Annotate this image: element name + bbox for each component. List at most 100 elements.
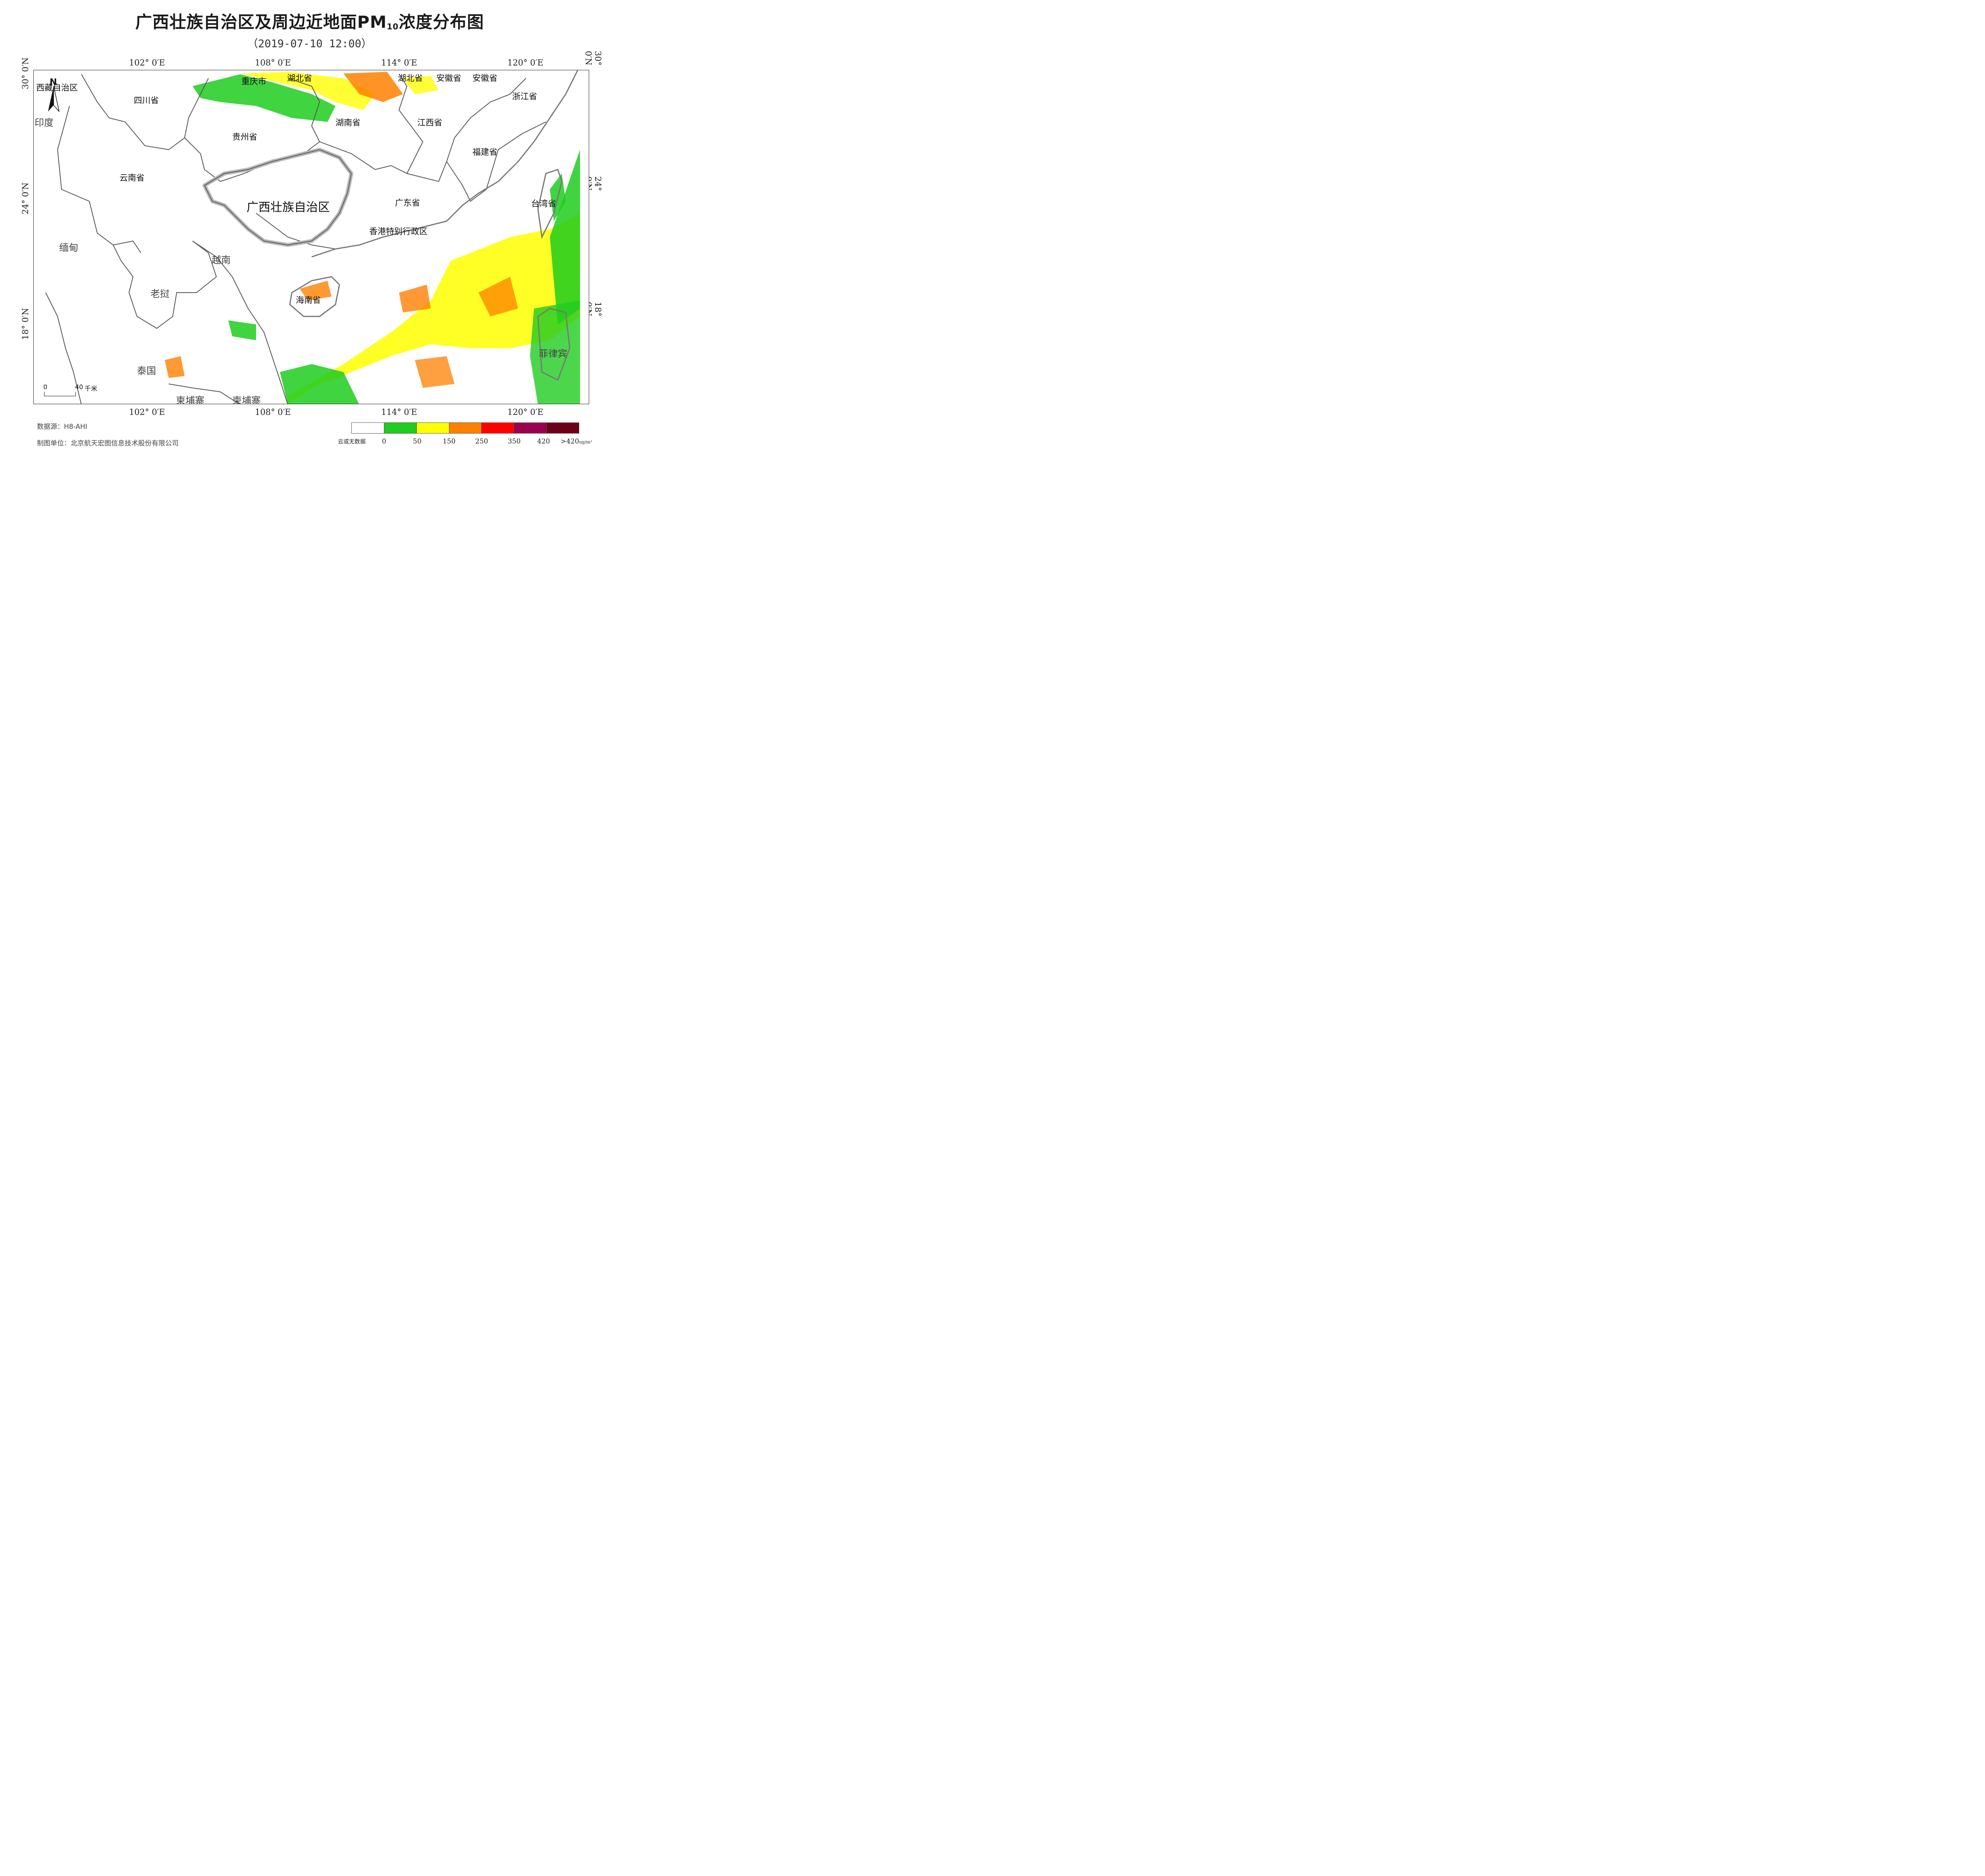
lat-label-left-30: 30° 0′N bbox=[21, 57, 30, 89]
legend-label-over-420: >420ug/m³ bbox=[561, 438, 592, 445]
scale-unit: 千米 bbox=[85, 385, 98, 392]
province-boundaries bbox=[45, 74, 546, 404]
pm-patch-yellow-northeast bbox=[403, 76, 439, 94]
boundary-jiangxi bbox=[407, 78, 526, 182]
label-yunnan: 云南省 bbox=[119, 173, 145, 183]
philippines-coast bbox=[537, 308, 570, 381]
label-hainan: 海南省 bbox=[296, 295, 321, 305]
label-chongqing: 重庆市 bbox=[241, 77, 266, 86]
lon-label-top-102: 102° 0′E bbox=[129, 58, 165, 67]
label-guangdong: 广东省 bbox=[395, 198, 420, 208]
label-cambodia-1: 柬埔寨 bbox=[176, 395, 204, 404]
scale-bar: 0 40 千米 bbox=[43, 383, 107, 399]
label-taiwan: 台湾省 bbox=[531, 199, 556, 208]
pm-patch-green-south bbox=[280, 364, 359, 404]
lon-label-bottom-114: 114° 0′E bbox=[381, 407, 417, 417]
boundary-west bbox=[57, 106, 141, 253]
label-guangxi: 广西壮族自治区 bbox=[247, 201, 330, 214]
pm-patch-orange-hainan bbox=[300, 281, 331, 301]
legend-swatch-orange bbox=[449, 423, 482, 433]
pm-patch-orange-north bbox=[343, 72, 403, 102]
map-title: 广西壮族自治区及周边近地面PM10浓度分布图 bbox=[0, 9, 619, 33]
data-source: 数据源：H8-AHI bbox=[37, 423, 87, 431]
legend-unit: ug/m³ bbox=[579, 440, 592, 445]
label-zhejiang: 浙江省 bbox=[512, 92, 537, 101]
pm-patch-yellow-north bbox=[240, 72, 375, 110]
map-canvas bbox=[45, 70, 580, 404]
label-philippines: 菲律宾 bbox=[539, 348, 567, 359]
label-laos: 老挝 bbox=[150, 288, 170, 299]
guangxi-border bbox=[204, 149, 352, 246]
lon-label-bottom-108: 108° 0′E bbox=[255, 407, 291, 417]
legend-label-nodata: 云或无数据 bbox=[338, 439, 366, 445]
boundary-cambodia bbox=[168, 384, 240, 404]
north-arrow: N bbox=[46, 77, 61, 114]
label-hunan: 湖南省 bbox=[335, 118, 360, 127]
pm-patch-green-vietnam bbox=[228, 320, 256, 340]
label-thailand: 泰国 bbox=[137, 365, 156, 376]
lon-label-top-114: 114° 0′E bbox=[381, 58, 417, 67]
label-fujian: 福建省 bbox=[472, 147, 497, 157]
legend-label-350: 350 bbox=[508, 438, 521, 445]
label-xizang: 西藏自治区 bbox=[36, 83, 78, 93]
north-letter: N bbox=[50, 77, 57, 87]
label-jiangxi: 江西省 bbox=[417, 118, 442, 127]
lon-label-bottom-120: 120° 0′E bbox=[507, 407, 543, 417]
pm-patch-green-east bbox=[550, 150, 580, 324]
north-arrow-icon bbox=[48, 86, 60, 112]
boundary-yunnan-sichuan bbox=[81, 74, 209, 150]
title-suffix: 浓度分布图 bbox=[399, 12, 484, 32]
legend-swatch-red bbox=[482, 423, 515, 433]
legend-label-150: 150 bbox=[443, 438, 456, 445]
label-hubei-1: 湖北省 bbox=[287, 73, 312, 83]
lon-label-top-108: 108° 0′E bbox=[255, 58, 291, 67]
label-hubei-2: 湖北省 bbox=[398, 73, 423, 83]
title-main: 广西壮族自治区及周边近地面PM bbox=[135, 12, 387, 32]
legend-label-250: 250 bbox=[475, 438, 488, 445]
lon-label-bottom-102: 102° 0′E bbox=[129, 407, 165, 417]
boundary-vietnam bbox=[192, 241, 288, 404]
scale-end: 40 bbox=[75, 383, 83, 391]
label-guizhou: 贵州省 bbox=[232, 132, 257, 142]
label-vietnam: 越南 bbox=[212, 255, 231, 266]
lat-label-right-30: 30° 0′N bbox=[584, 51, 603, 66]
pm-patch-yellow-east-sea bbox=[288, 213, 580, 404]
legend-swatch-nodata bbox=[352, 423, 384, 433]
hainan-island bbox=[289, 276, 340, 317]
legend-colorbar bbox=[351, 422, 579, 434]
pm-patch-orange-sea-3 bbox=[415, 356, 455, 388]
label-myanmar: 缅甸 bbox=[59, 242, 78, 253]
coastlines bbox=[289, 70, 578, 381]
label-india: 印度 bbox=[35, 117, 54, 128]
scale-start: 0 bbox=[43, 383, 48, 391]
coast-south-china bbox=[311, 70, 578, 258]
legend-swatch-yellow bbox=[416, 423, 449, 433]
map-frame: 西藏自治区 四川省 重庆市 湖北省 湖北省 安徽省 安徽省 浙江省 印度 贵州省… bbox=[33, 70, 589, 404]
label-hongkong: 香港特别行政区 bbox=[369, 227, 428, 236]
boundary-fujian bbox=[446, 121, 546, 202]
lat-label-left-24: 24° 0′N bbox=[21, 182, 30, 214]
legend-swatch-green bbox=[384, 423, 417, 433]
legend-label-420: 420 bbox=[537, 438, 550, 445]
label-anhui-2: 安徽省 bbox=[472, 73, 497, 83]
pm-patch-orange-sea-1 bbox=[399, 285, 431, 312]
lon-label-top-120: 120° 0′E bbox=[507, 58, 543, 67]
map-producer: 制图单位：北京航天宏图信息技术股份有限公司 bbox=[37, 440, 179, 447]
pm10-raster bbox=[165, 72, 580, 404]
label-cambodia-2: 柬埔寨 bbox=[232, 395, 261, 404]
pm-patch-green-north bbox=[193, 74, 335, 122]
legend-label-50: 50 bbox=[413, 438, 422, 445]
lat-label-left-18: 18° 0′N bbox=[21, 308, 30, 340]
pm-patch-orange-thailand bbox=[165, 356, 185, 378]
title-subscript: 10 bbox=[387, 22, 399, 31]
legend-swatch-maroon bbox=[547, 423, 579, 433]
taiwan-island bbox=[537, 169, 563, 239]
boundary-laos bbox=[113, 241, 217, 329]
legend-label-0: 0 bbox=[382, 438, 386, 445]
label-anhui-1: 安徽省 bbox=[436, 73, 461, 83]
scale-line bbox=[44, 392, 76, 396]
legend-swatch-purple bbox=[514, 423, 547, 433]
map-datetime: （2019-07-10 12:00） bbox=[247, 38, 372, 50]
label-sichuan: 四川省 bbox=[134, 96, 159, 105]
pm-patch-orange-sea-2 bbox=[478, 277, 518, 316]
